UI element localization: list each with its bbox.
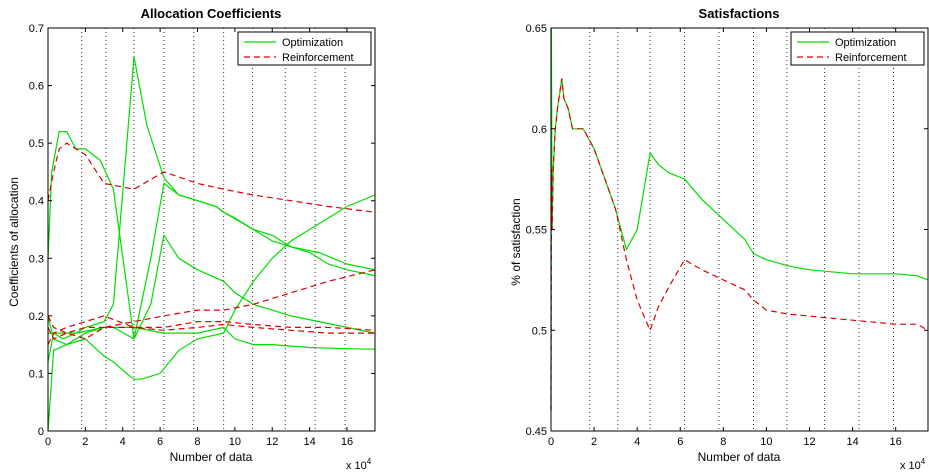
y-tick-label: 0.3 xyxy=(29,253,44,265)
legend: Optimization Reinforcement xyxy=(790,31,925,66)
optimization-series-line xyxy=(550,27,929,411)
reinforcement-series-line xyxy=(550,78,929,411)
x-tick-label: 0 xyxy=(45,436,51,448)
x-tick-label: 2 xyxy=(591,436,597,448)
y-tick-label: 0.45 xyxy=(526,426,547,438)
x-tick-label: 16 xyxy=(341,436,353,448)
y-tick-label: 0.65 xyxy=(526,23,547,35)
x-tick-label: 4 xyxy=(120,436,126,448)
legend-entry-label: Optimization xyxy=(835,37,896,49)
x-axis-label: Number of data xyxy=(698,450,781,464)
legend-entry-label: Optimization xyxy=(282,37,343,49)
x-tick-label: 14 xyxy=(303,436,315,448)
x-tick-label: 8 xyxy=(720,436,726,448)
x-tick-label: 2 xyxy=(82,436,88,448)
y-axis-label: Coefficients of allocation xyxy=(7,177,21,307)
legend-box xyxy=(237,31,372,66)
x-tick-label: 0 xyxy=(548,436,554,448)
y-tick-label: 0.5 xyxy=(29,138,44,150)
y-tick-label: 0.5 xyxy=(532,325,547,337)
optimization-series-line xyxy=(47,56,376,363)
x-axis-label: Number of data xyxy=(170,450,253,464)
x-tick-label: 10 xyxy=(229,436,241,448)
optimization-series-line xyxy=(47,194,376,432)
x-tick-label: 8 xyxy=(194,436,200,448)
x-tick-label: 12 xyxy=(803,436,815,448)
legend: Optimization Reinforcement xyxy=(237,31,372,66)
chart-satisfactions: Satisfactions Number of data % of satisf… xyxy=(509,6,929,472)
y-axis-label: % of satisfaction xyxy=(509,198,523,285)
x-multiplier-label: x 104 xyxy=(346,457,372,472)
plot-area: 0 2 4 6 8 10 12 14 16 0.45 0.5 0.55 0.6 0.65 Optimizat… xyxy=(526,23,929,448)
optimization-series-line xyxy=(48,326,376,350)
y-tick-label: 0.2 xyxy=(29,311,44,323)
y-tick-label: 0 xyxy=(38,426,44,438)
chart-allocation-coefficients: Allocation Coefficients Number of data C… xyxy=(7,6,376,472)
legend-entry-label: Reinforcement xyxy=(835,52,907,64)
x-tick-label: 6 xyxy=(677,436,683,448)
chart-title: Allocation Coefficients xyxy=(141,6,282,21)
y-tick-label: 0.4 xyxy=(29,196,44,208)
y-tick-label: 0.7 xyxy=(29,23,44,35)
x-tick-label: 6 xyxy=(157,436,163,448)
reinforcement-series-line xyxy=(47,142,376,213)
x-tick-label: 4 xyxy=(634,436,640,448)
y-tick-label: 0.1 xyxy=(29,368,44,380)
y-tick-label: 0.6 xyxy=(532,124,547,136)
chart-title: Satisfactions xyxy=(699,6,780,21)
x-tick-label: 10 xyxy=(760,436,772,448)
optimization-series-line xyxy=(47,233,376,346)
x-tick-label: 14 xyxy=(846,436,858,448)
reinforcement-series-line xyxy=(47,315,375,334)
reinforcement-series-line xyxy=(47,315,376,345)
axes-frame xyxy=(550,27,929,432)
optimization-series-line xyxy=(47,131,376,340)
x-multiplier-label: x 104 xyxy=(900,457,926,472)
x-tick-label: 16 xyxy=(890,436,902,448)
x-tick-label: 12 xyxy=(266,436,278,448)
y-tick-label: 0.6 xyxy=(29,81,44,93)
plot-area: 0 2 4 6 8 10 12 14 16 0 0.1 0.2 0.3 0.4 0.5 0.6 0.7 Optim… xyxy=(29,23,376,448)
y-tick-label: 0.55 xyxy=(526,225,547,237)
axes-frame xyxy=(47,27,376,432)
legend-entry-label: Reinforcement xyxy=(282,52,354,64)
legend-box xyxy=(790,31,925,66)
